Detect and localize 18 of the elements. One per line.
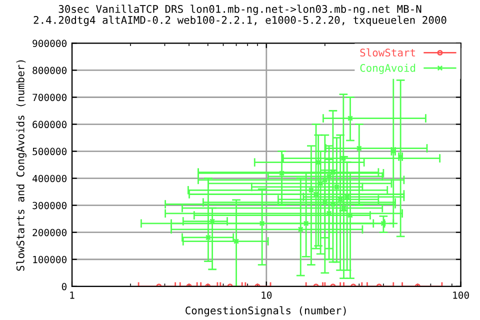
chart-title: 30sec VanillaTCP DRS lon01.mb-ng.net->lon03.mb-ng.net MB-N 2.4.20dtg4 altAIMD-0.2 web100-2.2.1, e1000-5.2.20, txqueuelen 2000 [34,4,446,26]
y-tick-label: 0 [62,282,67,290]
y-tick-label: 800000 [32,66,67,74]
y-tick-label: 600000 [32,120,67,128]
legend-label: SlowStart [360,48,415,57]
x-tick-label: 1 [70,292,74,299]
legend-label: CongAvoid [360,64,416,74]
y-axis-title: SlowStarts and CongAvoids (number) [16,60,26,271]
y-tick-label: 100000 [33,256,67,264]
y-tick-label: 400000 [32,174,67,182]
y-tick-label: 200000 [32,228,67,236]
y-tick-label: 500000 [32,148,67,156]
x-axis-title: CongestionSignals (number) [186,306,346,316]
y-tick-label: 900000 [32,40,67,48]
y-tick-label: 700000 [32,94,67,102]
y-tick-label: 300000 [32,202,67,210]
x-tick-label: 10 [262,291,272,299]
x-tick-label: 100 [453,291,469,299]
